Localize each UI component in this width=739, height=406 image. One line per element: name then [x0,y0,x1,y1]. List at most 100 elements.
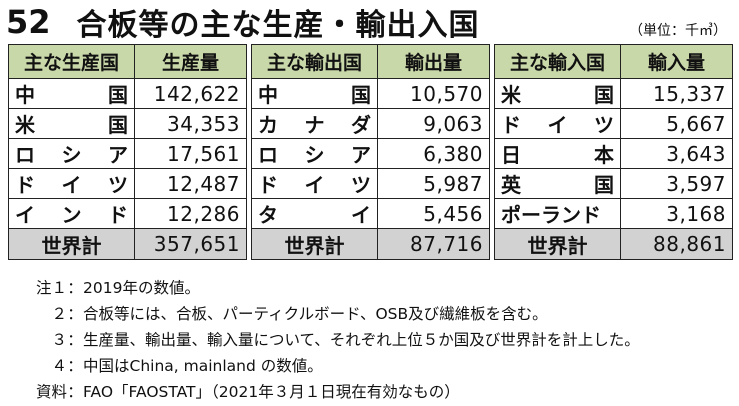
country-name-char: ド [15,173,35,197]
note-label: ３ [51,331,67,349]
country-name: 米国 [15,110,128,138]
column-header: 輸出量 [377,44,490,79]
country-name-char: ロ [15,143,35,167]
title-text: 合板等の主な生産・輸出入国 [76,8,480,43]
country-name-char: イ [61,173,82,197]
value-cell: 3,168 [620,198,733,229]
country-name-char: イ [15,203,35,227]
country-name-char: 日 [501,143,521,167]
country-name-cell: ドイツ [251,168,378,199]
value-cell: 10,570 [377,78,490,109]
country-name-char: 英 [501,173,521,197]
note-colon: ： [67,357,83,375]
note-line: 注１： 2019年の数値。 [8,275,640,301]
note-colon: ： [67,383,83,401]
country-name-cell: ロシア [251,138,378,169]
table-row: 中国 10,570 [251,78,490,109]
column-header: 主な輸入国 [494,44,621,79]
country-name: カナダ [258,110,371,138]
country-name-cell: インド [8,198,135,229]
title-number: 52 [6,3,51,41]
note-label: 注１ [35,279,67,297]
country-name-char: 本 [594,143,614,167]
value-cell: 142,622 [134,78,247,109]
country-name-char: ポーランド [501,203,601,227]
country-name-char: ア [351,143,371,167]
table-row: カ ナ ダ 9,063 [251,108,490,139]
country-name-char: シ [61,143,82,167]
note-colon: ： [67,305,83,323]
country-name-cell: ポーランド [494,198,621,229]
country-name-char: 米 [15,113,35,137]
country-name-cell: 米国 [8,108,135,139]
column-header: 輸入量 [620,44,733,79]
total-row: 世界計 87,716 [251,228,490,260]
header-row: 主な生産国 生産量 [8,44,247,79]
value-cell: 6,380 [377,138,490,169]
value-cell: 5,456 [377,198,490,229]
country-name-cell: ドイツ [494,108,621,139]
country-name-char: 国 [594,83,614,107]
country-name-char: ナ [304,113,325,137]
country-name-char: イ [351,203,371,227]
country-name-cell: ロシア [8,138,135,169]
country-name-char: ド [108,203,128,227]
value-cell: 5,987 [377,168,490,199]
table-row: ド イ ツ 12,487 [8,168,247,199]
country-name-char: ツ [594,113,614,137]
table-row: 日本 3,643 [494,138,733,169]
table-row: 英国 3,597 [494,168,733,199]
total-label: 世界計 [494,228,621,260]
country-name-char: ド [501,113,521,137]
country-name-char: 中 [258,83,278,107]
country-name-char: ダ [351,113,371,137]
country-name-cell: ドイツ [8,168,135,199]
value-cell: 12,286 [134,198,247,229]
country-name: ドイツ [258,170,371,198]
country-name-char: タ [258,203,278,227]
country-name: 中国 [15,80,128,108]
country-name: ドイツ [15,170,128,198]
country-name-char: カ [258,113,278,137]
table-row: 米国 15,337 [494,78,733,109]
country-name: ドイツ [501,110,614,138]
note-text: 2019年の数値。 [83,279,200,297]
note-line: ４：中国はChina, mainland の数値。 [8,353,640,379]
value-cell: 17,561 [134,138,247,169]
country-name: インド [15,200,128,228]
country-name-char: 国 [594,173,614,197]
country-name: 中国 [258,80,371,108]
column-header: 主な輸出国 [251,44,378,79]
country-name: ロシア [15,140,128,168]
value-cell: 9,063 [377,108,490,139]
table-row: 米国 34,353 [8,108,247,139]
header-row: 主な輸出国 輸出量 [251,44,490,79]
column-header: 主な生産国 [8,44,135,79]
column-header: 生産量 [134,44,247,79]
note-colon: ： [67,331,83,349]
total-row: 世界計 357,651 [8,228,247,260]
table-row: ロ シ ア 17,561 [8,138,247,169]
country-name-char: ア [108,143,128,167]
country-name: 日本 [501,140,614,168]
page-title: 52 合板等の主な生産・輸出入国 [6,2,480,43]
country-name-char: 米 [501,83,521,107]
import-table: 主な輸入国 輸入量米国 15,337 ドイツ 5,667 日本 3,643 英国 3,597 ポー… [494,44,733,260]
table-row: ド イ ツ 5,987 [251,168,490,199]
value-cell: 34,353 [134,108,247,139]
total-row: 世界計 88,861 [494,228,733,260]
country-name-cell: 英国 [494,168,621,199]
note-label: 資料 [35,383,67,401]
note-line: 資料： FAO「FAOSTAT」（2021年３月１日現在有効なもの） [8,379,640,405]
note-text: 合板等には、合板、パーティクルボード、OSB及び繊維板を含む。 [83,305,548,323]
country-name-char: ン [61,203,82,227]
header-row: 主な輸入国 輸入量 [494,44,733,79]
country-name-cell: 日本 [494,138,621,169]
country-name-cell: 米国 [494,78,621,109]
country-name-cell: 中国 [251,78,378,109]
note-text: 中国はChina, mainland の数値。 [83,357,323,375]
total-label: 世界計 [251,228,378,260]
total-label: 世界計 [8,228,135,260]
value-cell: 12,487 [134,168,247,199]
note-line: ３：生産量、輸出量、輸入量について、それぞれ上位５か国及び世界計を計上した。 [8,327,639,353]
